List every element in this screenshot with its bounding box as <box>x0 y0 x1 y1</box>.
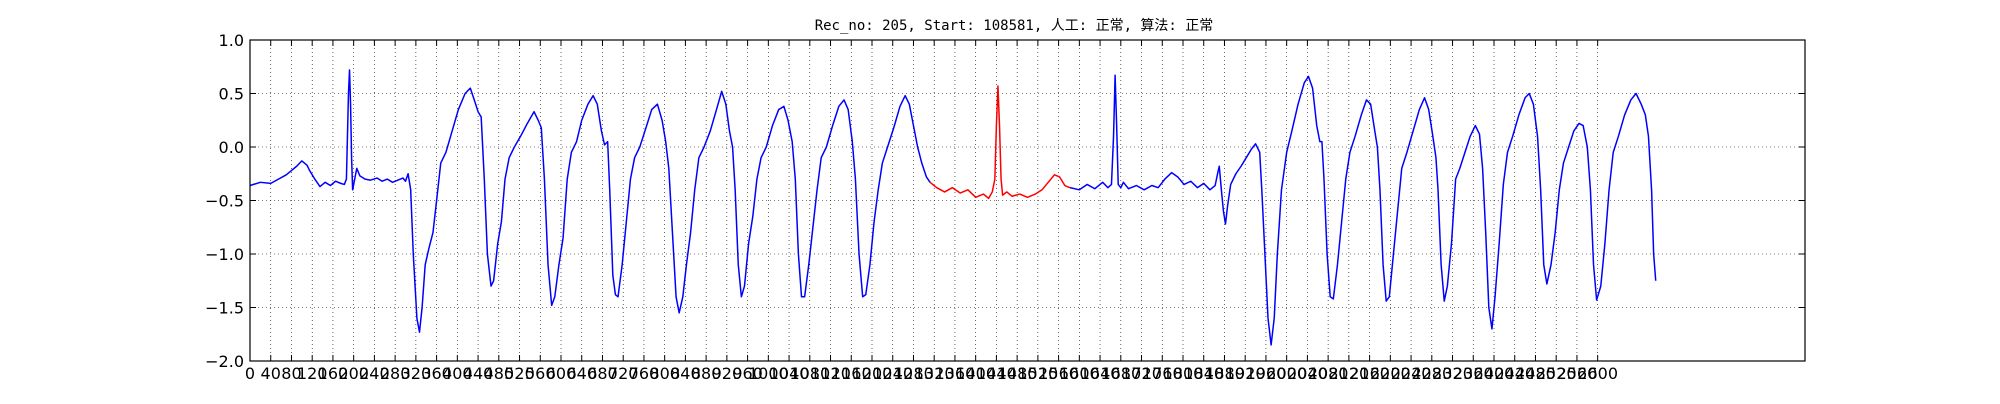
x-axis: 0 40 8012016020024028032036040044048052056… <box>245 40 1618 383</box>
y-tick-label: −1.5 <box>205 299 244 318</box>
y-tick-label: −0.5 <box>205 192 244 211</box>
y-tick-label: −2.0 <box>205 352 244 371</box>
plot-frame <box>250 40 1805 361</box>
y-tick-label: −1.0 <box>205 245 244 264</box>
y-tick-label: 0.5 <box>219 85 244 104</box>
ecg-line-segment-2 <box>1070 75 1656 345</box>
x-tick-label: 40 <box>261 364 281 383</box>
y-tick-label: 1.0 <box>219 31 244 50</box>
y-tick-label: 0.0 <box>219 138 244 157</box>
x-tick-label: 0 <box>245 364 255 383</box>
ecg-line-segment-1 <box>930 86 1070 198</box>
series-lines <box>250 70 1656 345</box>
chart-title: Rec_no: 205, Start: 108581, 人工: 正常, 算法: … <box>815 18 1214 34</box>
y-axis: 1.0 0.5 0.0 −0.5 −1.0 −1.5 −2.0 <box>205 31 1805 371</box>
x-tick-label: 2600 <box>1577 364 1618 383</box>
grid-lines <box>250 40 1805 361</box>
ecg-line-segment-0 <box>250 70 930 332</box>
